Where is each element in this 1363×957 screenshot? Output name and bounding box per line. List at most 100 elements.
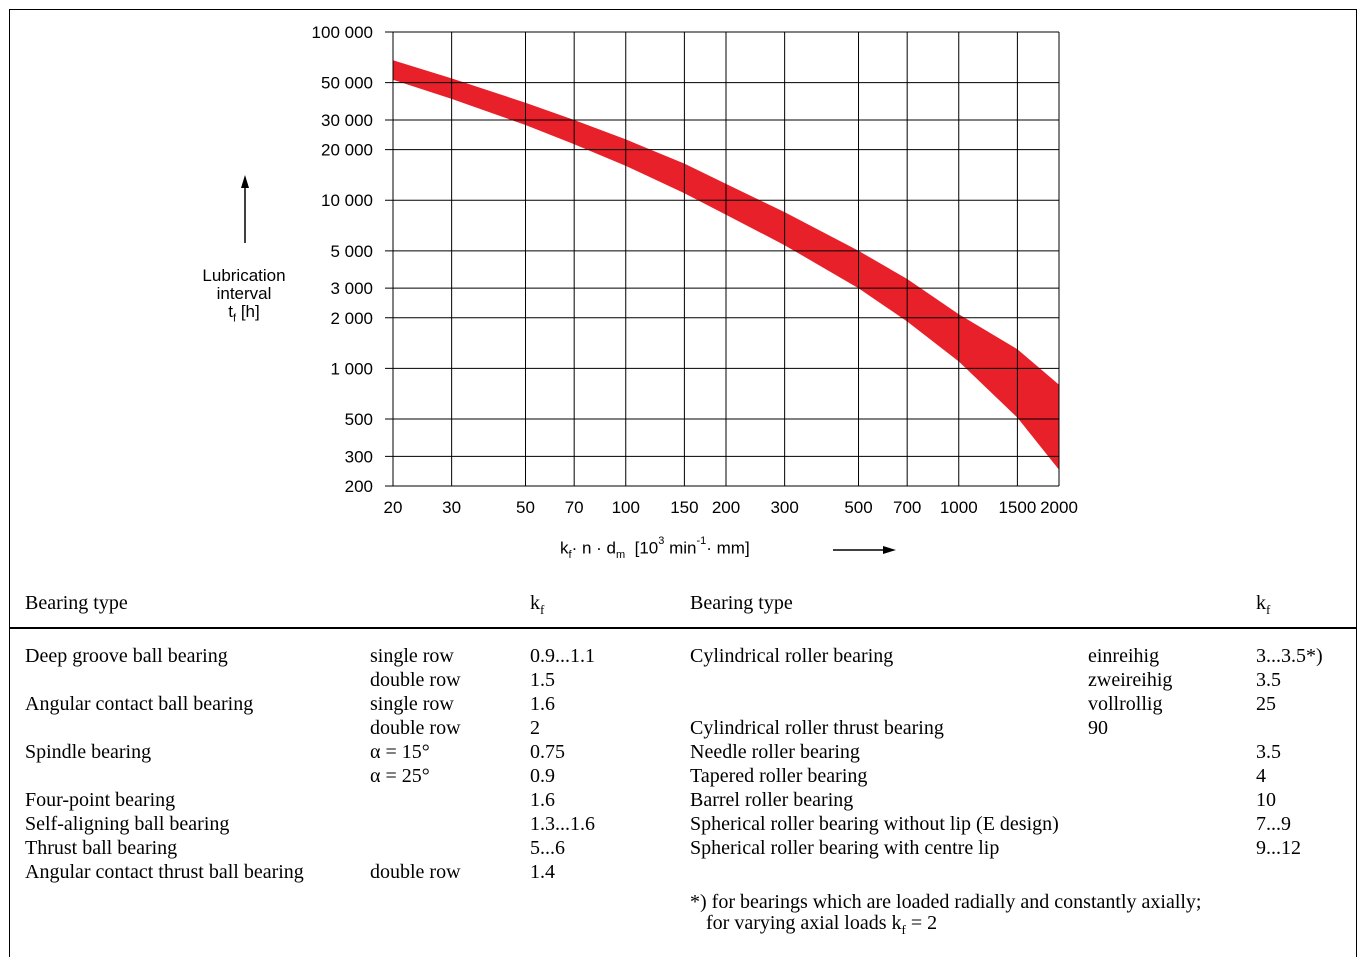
y-arrowhead-icon xyxy=(241,175,249,188)
x-label-unit-sup: 3 xyxy=(658,535,665,547)
table-cell-kf: 2 xyxy=(530,717,540,739)
x-tick-label: 50 xyxy=(516,498,535,517)
footnote-line-2b: = 2 xyxy=(905,912,938,934)
table-cell-type: Angular contact thrust ball bearing xyxy=(25,861,304,883)
y-label-sub: f xyxy=(233,312,237,325)
y-label-line-1: Lubrication xyxy=(202,266,286,285)
y-label-unit: [h] xyxy=(240,302,260,321)
table-header-left: Bearing type xyxy=(25,592,128,614)
figure-frame xyxy=(9,9,1357,957)
x-label-unit-a: [10 xyxy=(634,538,659,558)
x-arrowhead-icon xyxy=(883,546,896,554)
y-tick-label: 1 000 xyxy=(330,359,373,378)
y-tick-label: 2 000 xyxy=(330,309,373,328)
x-tick-label: 150 xyxy=(670,498,698,517)
y-tick-label: 200 xyxy=(345,477,373,496)
y-tick-label: 20 000 xyxy=(321,141,373,160)
x-tick-label: 100 xyxy=(612,498,640,517)
table-header-right: Bearing type xyxy=(690,592,793,614)
footnote-line-2: for varying axial loads kf = 2 xyxy=(690,913,1201,940)
table-right: Cylindrical roller bearing einreihig 3...3… xyxy=(690,644,1350,884)
table-cell-kf: 1.6 xyxy=(530,789,555,811)
table-cell-kf: 25 xyxy=(1256,693,1276,715)
lubrication-band xyxy=(393,60,1059,470)
table-cell-kf: 0.9...1.1 xyxy=(530,645,595,667)
y-tick-label: 300 xyxy=(345,447,373,466)
y-tick-label: 50 000 xyxy=(321,74,373,93)
table-cell-kf: 9...12 xyxy=(1256,837,1301,859)
kf-symbol: k xyxy=(1256,592,1266,614)
table-cell-type: Cylindrical roller thrust bearing xyxy=(690,717,944,739)
y-tick-label: 100 000 xyxy=(312,23,373,42)
table-cell-type: Tapered roller bearing xyxy=(690,765,868,787)
y-axis-label: Lubrication interval tf [h] xyxy=(188,267,300,327)
table-cell-type: Cylindrical roller bearing xyxy=(690,645,894,667)
table-cell-type: Needle roller bearing xyxy=(690,741,860,763)
table-cell-type: Spherical roller bearing without lip (E … xyxy=(690,813,1059,835)
y-tick-label: 10 000 xyxy=(321,191,373,210)
table-left: Deep groove ball bearing single row 0.9...… xyxy=(25,644,665,904)
x-tick-label: 1000 xyxy=(940,498,978,517)
table-header-kf-right: kf xyxy=(1256,592,1270,618)
table-cell-kf: 1.4 xyxy=(530,861,555,883)
table-cell-type: Spherical roller bearing with centre lip xyxy=(690,837,1000,859)
lubrication-chart: 20 30 50 70 100 150 200 300 500 700 1000 1500 2000 10… xyxy=(241,23,1078,554)
x-tick-label: 500 xyxy=(844,498,872,517)
y-label-line-2: interval xyxy=(216,284,272,303)
table-cell-kf: 0.9 xyxy=(530,765,555,787)
y-tick-label: 30 000 xyxy=(321,111,373,130)
kf-symbol: k xyxy=(530,592,540,614)
x-tick-label: 200 xyxy=(712,498,740,517)
table-cell-variant: 90 xyxy=(1088,717,1108,739)
x-label-unit-c: · mm] xyxy=(706,538,750,558)
table-cell-kf: 0.75 xyxy=(530,741,565,763)
kf-sub: f xyxy=(540,602,545,617)
table-cell-variant: einreihig xyxy=(1088,645,1160,667)
table-cell-variant: double row xyxy=(370,717,461,739)
table-cell-kf: 1.5 xyxy=(530,669,555,691)
table-cell-type: Self-aligning ball bearing xyxy=(25,813,230,835)
table-cell-kf: 3...3.5*) xyxy=(1256,645,1323,667)
table-cell-kf: 4 xyxy=(1256,765,1266,787)
x-label-sub-m: m xyxy=(615,549,626,562)
footnote-kf-sub: f xyxy=(901,922,906,937)
table-cell-kf: 10 xyxy=(1256,789,1276,811)
x-tick-label: 300 xyxy=(770,498,798,517)
x-axis-label: kf· n · dm [103 min-1· mm] xyxy=(560,535,750,562)
x-tick-label: 700 xyxy=(893,498,921,517)
x-label-mid: · n · d xyxy=(571,538,616,558)
x-label-sub-f: f xyxy=(568,549,572,562)
y-tick-label: 5 000 xyxy=(330,242,373,261)
table-cell-variant: single row xyxy=(370,693,454,715)
table-cell-type: Thrust ball bearing xyxy=(25,837,178,859)
table-cell-kf: 1.6 xyxy=(530,693,555,715)
x-tick-label: 20 xyxy=(384,498,403,517)
x-tick-label: 70 xyxy=(565,498,584,517)
footnote-line-2a: for varying axial loads k xyxy=(706,912,902,934)
y-tick-label: 3 000 xyxy=(330,279,373,298)
table-header-kf-left: kf xyxy=(530,592,544,618)
table-cell-variant: single row xyxy=(370,645,454,667)
x-label-k: k xyxy=(560,538,569,558)
table-header-rule xyxy=(9,627,1357,629)
y-tick-label: 500 xyxy=(345,410,373,429)
table-cell-kf: 5...6 xyxy=(530,837,565,859)
x-label-unit-sup2: -1 xyxy=(696,535,707,547)
table-cell-type: Angular contact ball bearing xyxy=(25,693,254,715)
x-tick-label: 2000 xyxy=(1040,498,1078,517)
table-cell-kf: 3.5 xyxy=(1256,669,1281,691)
table-cell-kf: 1.3...1.6 xyxy=(530,813,595,835)
x-label-unit-b: min xyxy=(664,538,697,558)
table-cell-variant: α = 25° xyxy=(370,765,430,787)
footnote-line-1: *) for bearings which are loaded radiall… xyxy=(690,891,1202,913)
y-label-symbol: t xyxy=(228,302,234,321)
footnote: *) for bearings which are loaded radiall… xyxy=(690,892,1201,940)
table-cell-type: Spindle bearing xyxy=(25,741,152,763)
table-cell-variant: double row xyxy=(370,669,461,691)
table-cell-variant: double row xyxy=(370,861,461,883)
table-cell-variant: α = 15° xyxy=(370,741,430,763)
table-cell-type: Four-point bearing xyxy=(25,789,176,811)
table-cell-variant: zweireihig xyxy=(1088,669,1173,691)
table-cell-type: Deep groove ball bearing xyxy=(25,645,228,667)
x-tick-label: 1500 xyxy=(998,498,1036,517)
